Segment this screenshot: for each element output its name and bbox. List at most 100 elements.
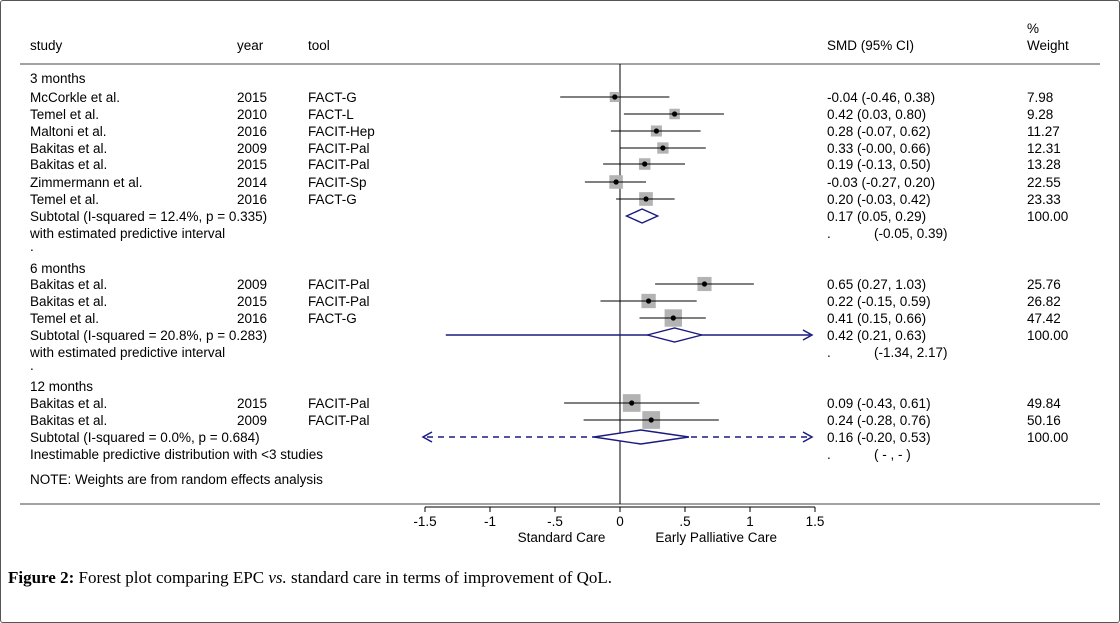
caption-text-b: standard care in terms of improvement of… [286, 568, 613, 587]
point-estimate [646, 298, 652, 304]
predictive-dot: . [827, 345, 831, 360]
caption-text-em: vs. [268, 568, 287, 587]
header-study: study [30, 38, 63, 53]
note-text: NOTE: Weights are from random effects an… [30, 472, 323, 487]
study-ci: 0.09 (-0.43, 0.61) [827, 396, 931, 411]
point-estimate [642, 161, 648, 167]
study-weight: 50.16 [1027, 413, 1061, 428]
predictive-label: with estimated predictive interval [29, 226, 225, 241]
study-tool: FACIT-Pal [308, 277, 370, 292]
arrow-left [421, 431, 433, 443]
study-tool: FACIT-Pal [308, 396, 370, 411]
study-name: Zimmermann et al. [30, 175, 143, 190]
study-year: 2015 [237, 157, 267, 172]
study-tool: FACIT-Hep [308, 124, 375, 139]
study-ci: 0.28 (-0.07, 0.62) [827, 124, 931, 139]
pooled-diamond [593, 429, 690, 445]
study-weight: 7.98 [1027, 90, 1053, 105]
study-tool: FACT-G [308, 311, 357, 326]
study-ci: 0.19 (-0.13, 0.50) [827, 157, 931, 172]
study-ci: 0.20 (-0.03, 0.42) [827, 192, 931, 207]
study-year: 2015 [237, 396, 267, 411]
study-name: Bakitas et al. [30, 294, 107, 309]
study-ci: 0.33 (-0.00, 0.66) [827, 141, 931, 156]
study-year: 2009 [237, 277, 267, 292]
study-ci: -0.04 (-0.46, 0.38) [827, 90, 935, 105]
x-label-left: Standard Care [518, 530, 606, 545]
predictive-label: with estimated predictive interval [29, 345, 225, 360]
subtotal-ci: 0.16 (-0.20, 0.53) [827, 430, 931, 445]
subtotal-weight: 100.00 [1027, 430, 1068, 445]
predictive-ci: ( - , - ) [874, 447, 911, 462]
spacer-dot: . [30, 358, 34, 373]
study-tool: FACT-G [308, 90, 357, 105]
pooled-diamond [624, 208, 660, 224]
forest-plot: study year tool SMD (95% CI)% Weight 3 months… [20, 21, 1100, 545]
subtotal-label: Subtotal (I-squared = 0.0%, p = 0.684) [30, 430, 260, 445]
study-weight: 47.42 [1027, 311, 1061, 326]
study-year: 2016 [237, 311, 267, 326]
header-year: year [237, 38, 264, 53]
study-tool: FACT-G [308, 192, 357, 207]
study-year: 2009 [237, 141, 267, 156]
study-ci: 0.24 (-0.28, 0.76) [827, 413, 931, 428]
header-smd: SMD (95% CI) [827, 38, 914, 53]
study-tool: FACIT-Sp [308, 175, 367, 190]
study-ci: -0.03 (-0.27, 0.20) [827, 175, 935, 190]
study-tool: FACT-L [308, 107, 354, 122]
study-name: Bakitas et al. [30, 277, 107, 292]
arrow-right [802, 431, 814, 443]
study-name: Bakitas et al. [30, 157, 107, 172]
x-tick-label: -.5 [547, 514, 563, 529]
study-weight: 11.27 [1027, 124, 1060, 139]
study-ci: 0.42 (0.03, 0.80) [827, 107, 926, 122]
study-tool: FACIT-Pal [308, 141, 370, 156]
study-year: 2016 [237, 192, 267, 207]
subtotal-label: Subtotal (I-squared = 12.4%, p = 0.335) [30, 209, 267, 224]
study-weight: 49.84 [1027, 396, 1061, 411]
group-header: 6 months [30, 261, 86, 276]
point-estimate [670, 315, 676, 321]
study-name: McCorkle et al. [30, 90, 120, 105]
study-year: 2009 [237, 413, 267, 428]
spacer-dot: . [30, 239, 34, 254]
study-ci: 0.22 (-0.15, 0.59) [827, 294, 931, 309]
point-estimate [701, 281, 708, 287]
x-label-right: Early Palliative Care [655, 530, 777, 545]
study-year: 2016 [237, 124, 267, 139]
point-estimate [612, 94, 618, 100]
subtotal-ci: 0.17 (0.05, 0.29) [827, 209, 926, 224]
point-estimate [653, 128, 660, 134]
predictive-ci: (-0.05, 0.39) [874, 226, 948, 241]
study-weight: 23.33 [1027, 192, 1061, 207]
study-weight: 12.31 [1027, 141, 1061, 156]
study-weight: 9.28 [1027, 107, 1053, 122]
predictive-dot: . [827, 226, 831, 241]
point-estimate [648, 417, 654, 423]
study-tool: FACIT-Pal [308, 157, 370, 172]
subtotal-weight: 100.00 [1027, 209, 1068, 224]
predictive-dot: . [827, 447, 831, 462]
subtotal-weight: 100.00 [1027, 328, 1068, 343]
header-weight-top: % [1027, 21, 1039, 36]
point-estimate [672, 111, 678, 117]
study-name: Temel et al. [30, 192, 99, 207]
study-ci: 0.41 (0.15, 0.66) [827, 311, 926, 326]
x-tick-label: -1 [484, 514, 496, 529]
point-estimate [613, 179, 619, 185]
study-weight: 26.82 [1027, 294, 1061, 309]
study-weight: 25.76 [1027, 277, 1061, 292]
study-year: 2010 [237, 107, 267, 122]
header-weight: Weight [1027, 38, 1069, 53]
group-header: 3 months [30, 71, 86, 86]
study-name: Temel et al. [30, 311, 99, 326]
study-name: Bakitas et al. [30, 396, 107, 411]
study-name: Temel et al. [30, 107, 99, 122]
x-tick-label: 0 [616, 514, 624, 529]
point-estimate [660, 145, 666, 151]
arrow-right [802, 329, 814, 341]
x-tick-label: .5 [679, 514, 690, 529]
figure-caption: Figure 2: Forest plot comparing EPC vs. … [8, 568, 612, 588]
study-name: Bakitas et al. [30, 141, 107, 156]
group-header: 12 months [30, 379, 93, 394]
